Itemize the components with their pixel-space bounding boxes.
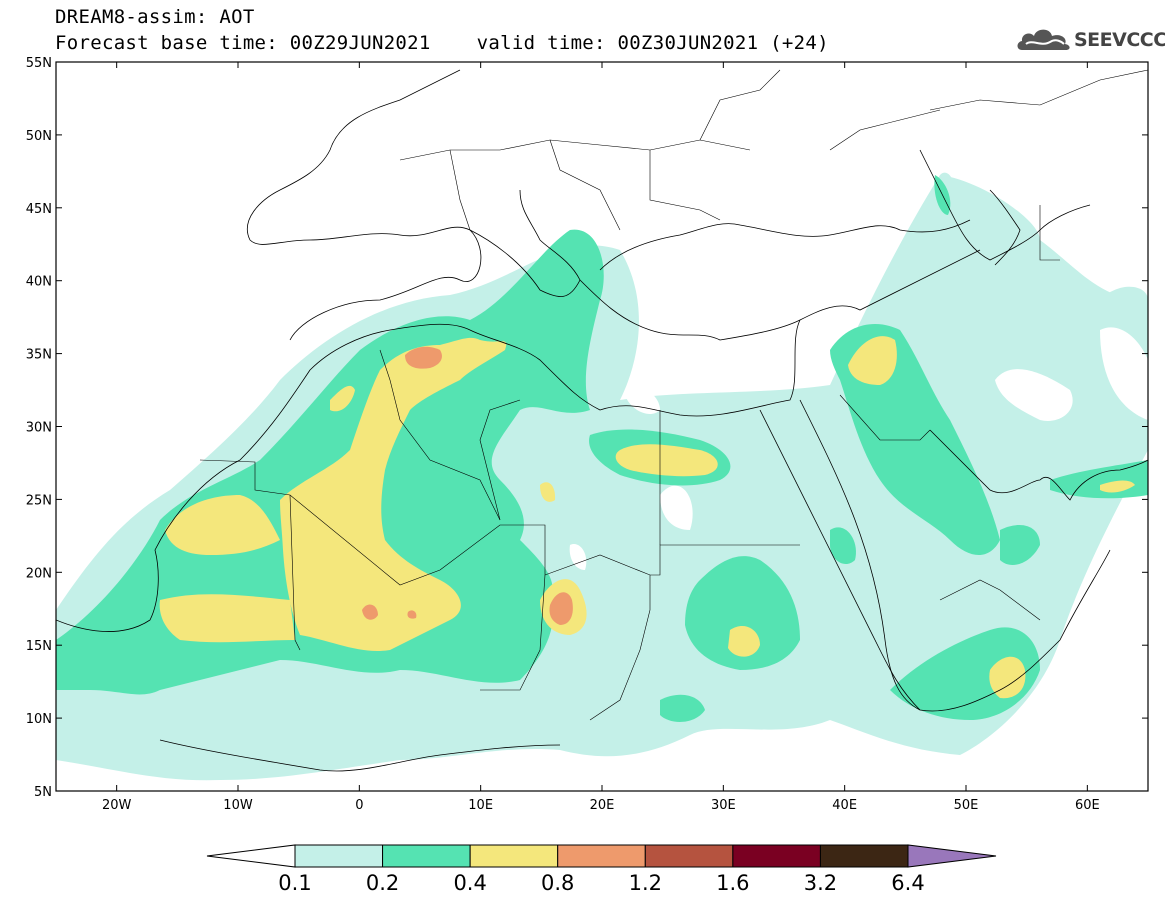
coastlines	[56, 69, 1148, 772]
lat-label: 15N	[26, 639, 52, 654]
lon-label: 10W	[223, 798, 253, 813]
lon-label: 0	[355, 798, 363, 813]
colorbar-swatch	[732, 844, 821, 868]
aot-level-0.8	[362, 346, 573, 625]
map-axes: 55N 50N 45N 40N 35N 30N 25N 20N 15N 10N 5N 20W 10W 0 1…	[26, 56, 1149, 813]
lat-label: 30N	[26, 421, 52, 436]
lat-label: 5N	[34, 785, 52, 800]
aot-field	[56, 172, 1148, 781]
lon-label: 20W	[102, 798, 132, 813]
lon-label: 50E	[954, 798, 979, 813]
aot-level-0.4	[159, 336, 1135, 699]
lon-label: 40E	[832, 798, 857, 813]
country-borders	[199, 69, 1148, 721]
lat-label: 20N	[26, 566, 52, 581]
aot-below-0.1	[569, 327, 1148, 570]
colorbar-label: 3.2	[804, 871, 837, 895]
map-title: DREAM8-assim: AOT	[55, 6, 255, 28]
lat-label: 50N	[26, 129, 52, 144]
colorbar-label: 0.4	[453, 871, 486, 895]
forecast-times: Forecast base time: 00Z29JUN2021 valid ti…	[55, 32, 829, 54]
colorbar-label: 1.6	[716, 871, 749, 895]
lat-label: 35N	[26, 348, 52, 363]
colorbar-swatch	[382, 844, 471, 868]
cloud-icon	[1017, 29, 1070, 50]
lat-label: 55N	[26, 56, 52, 71]
lon-label: 20E	[590, 798, 615, 813]
lat-label: 10N	[26, 712, 52, 727]
colorbar-label: 6.4	[891, 871, 924, 895]
logo-text: SEEVCCC	[1074, 29, 1165, 51]
lat-label: 25N	[26, 493, 52, 508]
valid-time: valid time: 00Z30JUN2021 (+24)	[476, 32, 829, 54]
colorbar-label: 0.8	[541, 871, 574, 895]
colorbar-label: 0.1	[278, 871, 311, 895]
colorbar-label: 1.2	[629, 871, 662, 895]
colorbar-label: 0.2	[366, 871, 399, 895]
colorbar-swatch	[819, 844, 909, 868]
lon-label: 30E	[711, 798, 736, 813]
lat-label: 45N	[26, 202, 52, 217]
colorbar-over-arrow	[907, 844, 997, 868]
colorbar-under-arrow	[206, 844, 296, 868]
lat-label: 40N	[26, 275, 52, 290]
base-time: Forecast base time: 00Z29JUN2021	[55, 32, 431, 54]
lon-label: 10E	[468, 798, 493, 813]
aot-colorbar: 0.1 0.2 0.4 0.8 1.2 1.6 3.2 6.4	[206, 844, 997, 895]
seevccc-logo: SEEVCCC	[1016, 26, 1165, 54]
colorbar-swatch	[294, 844, 384, 868]
lon-label: 60E	[1075, 798, 1100, 813]
colorbar-swatch	[557, 844, 646, 868]
colorbar-swatch	[644, 844, 734, 868]
colorbar-swatch	[469, 844, 559, 868]
